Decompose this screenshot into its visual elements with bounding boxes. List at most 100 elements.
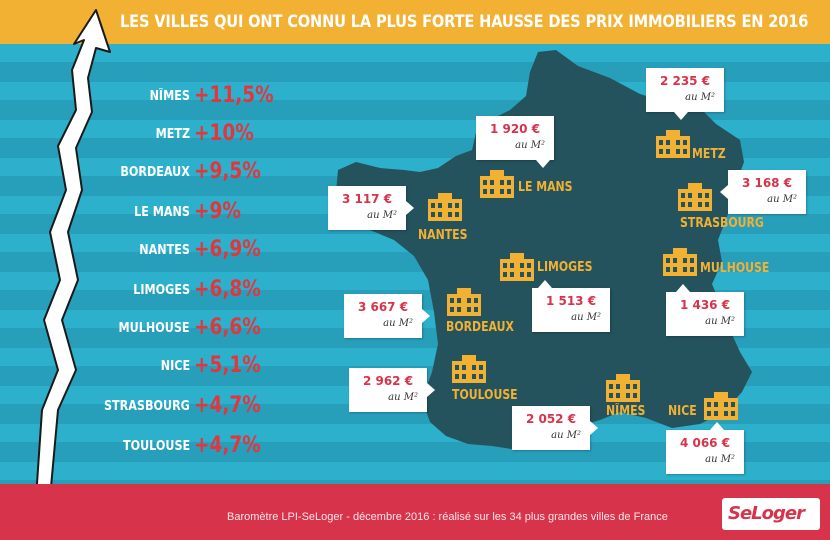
map-label-bordeaux: BORDEAUX: [446, 320, 514, 335]
price-callout-nantes: 3 117 € au M²: [328, 186, 414, 230]
building-icon-metz: [656, 130, 690, 158]
building-icon-nimes: [606, 374, 640, 402]
ranking-change: +6,8%: [194, 277, 261, 302]
ranking-city: LIMOGES: [133, 283, 190, 298]
price-value: 1 513 €: [545, 294, 597, 308]
ranking-row: NICE +5,1%: [0, 352, 290, 382]
ranking-city: NÎMES: [149, 89, 190, 104]
map-label-nimes: NÎMES: [606, 404, 646, 419]
map-label-nantes: NANTES: [418, 228, 468, 243]
price-value: 1 920 €: [489, 122, 541, 136]
price-callout-metz: 2 235 € au M²: [646, 68, 724, 120]
ranking-city: TOULOUSE: [122, 439, 190, 454]
ranking-change: +4,7%: [194, 433, 261, 458]
price-unit: au M²: [705, 316, 735, 327]
building-icon-mulhouse: [663, 248, 697, 276]
ranking-row: NANTES +6,9%: [0, 236, 290, 266]
ranking-row: BORDEAUX +9,5%: [0, 158, 290, 188]
callout-pointer: [422, 309, 430, 323]
ranking-change: +6,6%: [194, 315, 261, 340]
rising-arrow-icon: [35, 9, 111, 499]
building-icon-nice: [704, 392, 738, 420]
map-label-limoges: LIMOGES: [537, 260, 593, 275]
ranking-row: STRASBOURG +4,7%: [0, 392, 290, 422]
price-callout-mulhouse: 1 436 € au M²: [666, 284, 744, 336]
ranking-city: METZ: [155, 127, 190, 142]
ranking-city: BORDEAUX: [120, 165, 190, 180]
price-callout-lemans: 1 920 € au M²: [476, 116, 554, 168]
source-note: Baromètre LPI-SeLoger - décembre 2016 : …: [227, 511, 668, 523]
ranking-city: LE MANS: [134, 205, 190, 220]
price-unit: au M²: [685, 92, 715, 103]
price-unit: au M²: [388, 392, 418, 403]
price-unit: au M²: [767, 194, 797, 205]
ranking-change: +9%: [194, 199, 241, 224]
ranking-change: +4,7%: [194, 393, 261, 418]
callout-pointer: [427, 383, 435, 397]
map-label-lemans: LE MANS: [518, 180, 573, 195]
building-icon-toulouse: [452, 355, 486, 383]
ranking-change: +9,5%: [194, 159, 261, 184]
ranking-row: NÎMES +11,5%: [0, 82, 290, 112]
ranking-city: STRASBOURG: [104, 399, 190, 414]
building-icon-bordeaux: [447, 288, 481, 316]
price-unit: au M²: [367, 210, 397, 221]
logo-text: SeLoger: [728, 503, 805, 524]
page-title: LES VILLES QUI ONT CONNU LA PLUS FORTE H…: [120, 12, 809, 32]
price-value: 3 117 €: [341, 192, 393, 206]
map-label-toulouse: TOULOUSE: [452, 388, 518, 403]
ranking-change: +10%: [194, 121, 254, 146]
map-label-strasbourg: STRASBOURG: [680, 216, 764, 231]
ranking-row: METZ +10%: [0, 120, 290, 150]
callout-pointer: [710, 422, 724, 430]
ranking-change: +6,9%: [194, 237, 261, 262]
ranking-change: +11,5%: [194, 83, 274, 108]
callout-pointer: [536, 160, 550, 168]
price-unit: au M²: [383, 318, 413, 329]
map-label-nice: NICE: [668, 404, 697, 419]
price-callout-nimes: 2 052 € au M²: [512, 406, 598, 450]
ranking-row: LIMOGES +6,8%: [0, 276, 290, 306]
france-shape: [336, 50, 752, 450]
price-callout-bordeaux: 3 667 € au M²: [344, 294, 430, 338]
building-icon-nantes: [428, 193, 462, 221]
ranking-row: TOULOUSE +4,7%: [0, 432, 290, 462]
price-unit: au M²: [515, 140, 545, 151]
map-label-mulhouse: MULHOUSE: [700, 261, 770, 276]
price-value: 1 436 €: [679, 298, 731, 312]
price-value: 4 066 €: [679, 436, 731, 450]
building-icon-strasbourg: [678, 183, 712, 211]
building-icon-limoges: [500, 253, 534, 281]
price-unit: au M²: [571, 312, 601, 323]
callout-pointer: [538, 280, 552, 288]
callout-pointer: [720, 185, 728, 199]
price-value: 3 168 €: [741, 176, 793, 190]
callout-pointer: [674, 112, 688, 120]
ranking-row: LE MANS +9%: [0, 198, 290, 228]
ranking-city: NICE: [160, 359, 190, 374]
price-callout-toulouse: 2 962 € au M²: [349, 368, 435, 412]
ranking-change: +5,1%: [194, 353, 261, 378]
price-value: 2 235 €: [659, 74, 711, 88]
price-callout-nice: 4 066 € au M²: [666, 422, 744, 474]
footer-banner: Baromètre LPI-SeLoger - décembre 2016 : …: [0, 484, 830, 540]
price-unit: au M²: [705, 454, 735, 465]
price-value: 3 667 €: [357, 300, 409, 314]
price-callout-strasbourg: 3 168 € au M²: [720, 170, 806, 214]
ranking-city: NANTES: [139, 243, 190, 258]
seloger-logo[interactable]: SeLoger: [722, 498, 820, 530]
callout-pointer: [676, 284, 690, 292]
map-label-metz: METZ: [692, 147, 726, 162]
ranking-row: MULHOUSE +6,6%: [0, 314, 290, 344]
price-value: 2 962 €: [362, 374, 414, 388]
header-banner: LES VILLES QUI ONT CONNU LA PLUS FORTE H…: [0, 0, 830, 44]
price-unit: au M²: [551, 430, 581, 441]
price-value: 2 052 €: [525, 412, 577, 426]
callout-pointer: [590, 421, 598, 435]
ranking-city: MULHOUSE: [119, 321, 190, 336]
price-callout-limoges: 1 513 € au M²: [532, 280, 610, 332]
building-icon-lemans: [480, 170, 514, 198]
callout-pointer: [406, 201, 414, 215]
